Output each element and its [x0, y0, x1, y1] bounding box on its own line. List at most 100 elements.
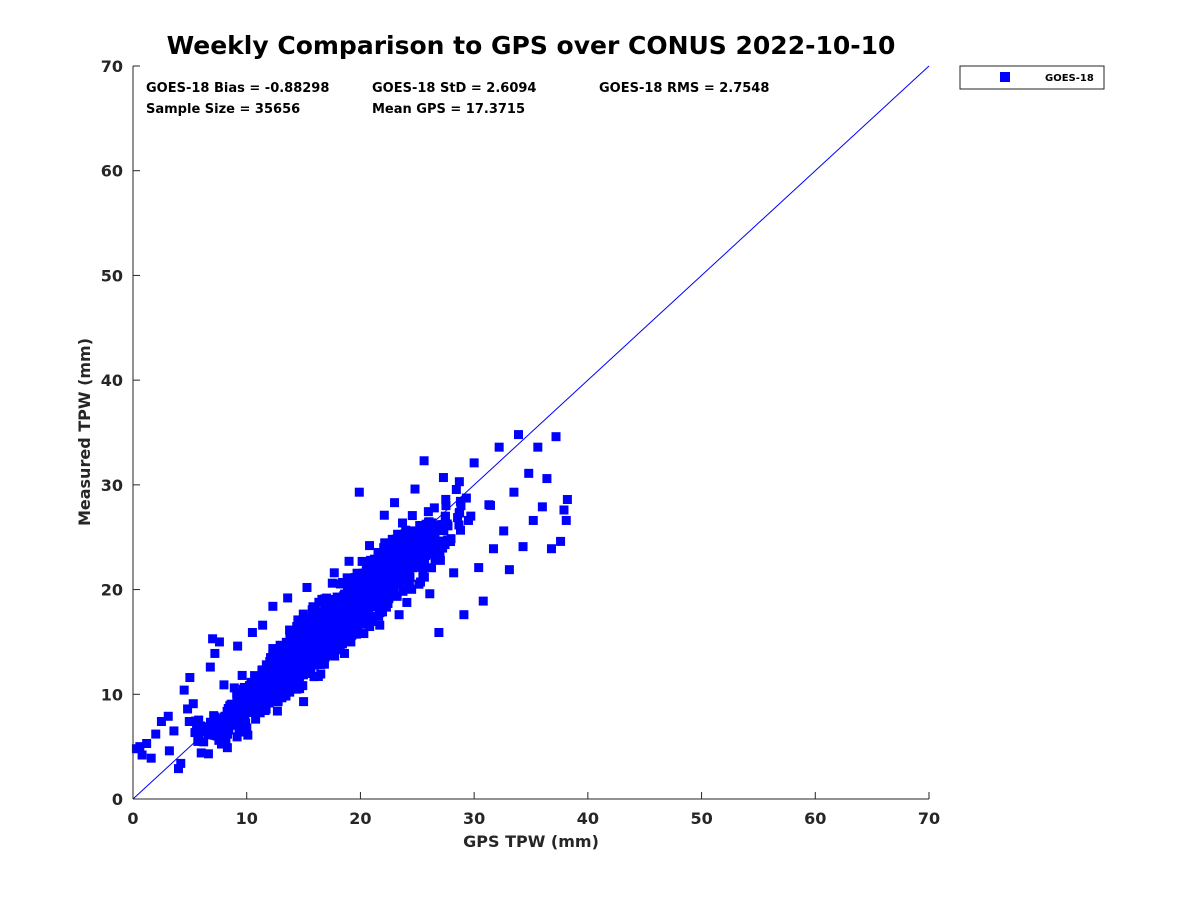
x-tick-label: 60 — [804, 809, 826, 828]
data-point-cloud — [397, 573, 407, 583]
data-point — [156, 717, 166, 727]
data-point — [410, 484, 420, 494]
data-point — [429, 503, 439, 513]
legend-label-goes-18: GOES-18 — [1045, 73, 1094, 84]
data-point-cloud — [294, 669, 304, 679]
data-point-cloud — [223, 729, 233, 739]
data-point — [237, 670, 247, 680]
data-point — [513, 430, 523, 440]
data-point-cloud — [267, 683, 277, 693]
data-point-cloud — [372, 578, 382, 588]
data-point — [205, 662, 215, 672]
data-point — [278, 646, 288, 656]
data-point-cloud — [255, 699, 265, 709]
data-point — [151, 729, 161, 739]
data-point-cloud — [216, 739, 226, 749]
data-point — [299, 697, 309, 707]
data-point-cloud — [337, 601, 347, 611]
x-tick-label: 70 — [918, 809, 940, 828]
data-point-cloud — [407, 547, 417, 557]
data-point-cloud — [285, 634, 295, 644]
data-point-cloud — [439, 526, 449, 536]
data-point-cloud — [348, 623, 358, 633]
data-point-cloud — [427, 538, 437, 548]
data-point-cloud — [335, 640, 345, 650]
data-point — [551, 432, 561, 442]
data-point — [272, 706, 282, 716]
data-point — [227, 707, 237, 717]
data-point — [268, 601, 278, 611]
data-point — [163, 711, 173, 721]
y-tick-label: 60 — [101, 162, 123, 181]
data-point-cloud — [368, 557, 378, 567]
x-tick-label: 40 — [577, 809, 599, 828]
data-point — [533, 442, 543, 452]
data-point-cloud — [344, 624, 354, 634]
data-point — [546, 544, 556, 554]
data-point — [334, 617, 344, 627]
data-point-cloud — [331, 610, 341, 620]
stat-sample-size: Sample Size = 35656 — [146, 102, 300, 117]
data-point — [494, 442, 504, 452]
data-point-cloud — [215, 727, 225, 737]
data-point-cloud — [456, 501, 466, 511]
data-point-cloud — [440, 512, 450, 522]
data-point — [183, 704, 193, 714]
data-point-cloud — [433, 537, 443, 547]
data-point — [253, 692, 263, 702]
data-point — [419, 456, 429, 466]
data-point-cloud — [441, 501, 451, 511]
data-point-cloud — [384, 593, 394, 603]
data-point-cloud — [246, 690, 256, 700]
data-point — [444, 536, 454, 546]
data-point-cloud — [414, 579, 424, 589]
data-point-cloud — [247, 699, 257, 709]
data-point-cloud — [362, 611, 372, 621]
data-point — [329, 568, 339, 578]
data-point — [425, 589, 435, 599]
stat-std: GOES-18 StD = 2.6094 — [372, 81, 536, 96]
data-point — [263, 660, 273, 670]
data-point-cloud — [323, 622, 333, 632]
data-point — [219, 680, 229, 690]
data-point-cloud — [298, 609, 308, 619]
data-point-cloud — [304, 649, 314, 659]
data-point-cloud — [380, 538, 390, 548]
data-point — [556, 536, 566, 546]
data-point — [463, 515, 473, 525]
data-point — [562, 495, 572, 505]
data-point-cloud — [381, 602, 391, 612]
data-point — [454, 477, 464, 487]
data-point-cloud — [368, 596, 378, 606]
data-point-cloud — [418, 540, 428, 550]
data-point-cloud — [333, 630, 343, 640]
data-point-cloud — [330, 651, 340, 661]
data-point-cloud — [362, 563, 372, 573]
data-point — [488, 544, 498, 554]
one-to-one-line — [132, 65, 930, 800]
data-point-cloud — [454, 508, 464, 518]
data-point — [137, 750, 147, 760]
legend: GOES-18 — [959, 65, 1105, 90]
data-point — [350, 599, 360, 609]
y-axis-ticks: 0 10 20 30 40 50 60 70 — [101, 57, 140, 809]
data-point-cloud — [286, 675, 296, 685]
data-point-cloud — [395, 557, 405, 567]
data-point-cloud — [443, 521, 453, 531]
data-point-cloud — [280, 651, 290, 661]
data-point-cloud — [328, 615, 338, 625]
data-point-cloud — [380, 547, 390, 557]
data-point-cloud — [461, 493, 471, 503]
data-point-cloud — [338, 607, 348, 617]
data-point-cloud — [351, 615, 361, 625]
stat-bias: GOES-18 Bias = -0.88298 — [146, 81, 329, 96]
data-point-cloud — [313, 648, 323, 658]
data-point-cloud — [435, 555, 445, 565]
data-point-cloud — [356, 619, 366, 629]
y-tick-label: 30 — [101, 476, 123, 495]
data-point-cloud — [330, 642, 340, 652]
data-point-cloud — [429, 548, 439, 558]
data-point-cloud — [210, 730, 220, 740]
data-point — [142, 739, 152, 749]
data-point-cloud — [344, 610, 354, 620]
